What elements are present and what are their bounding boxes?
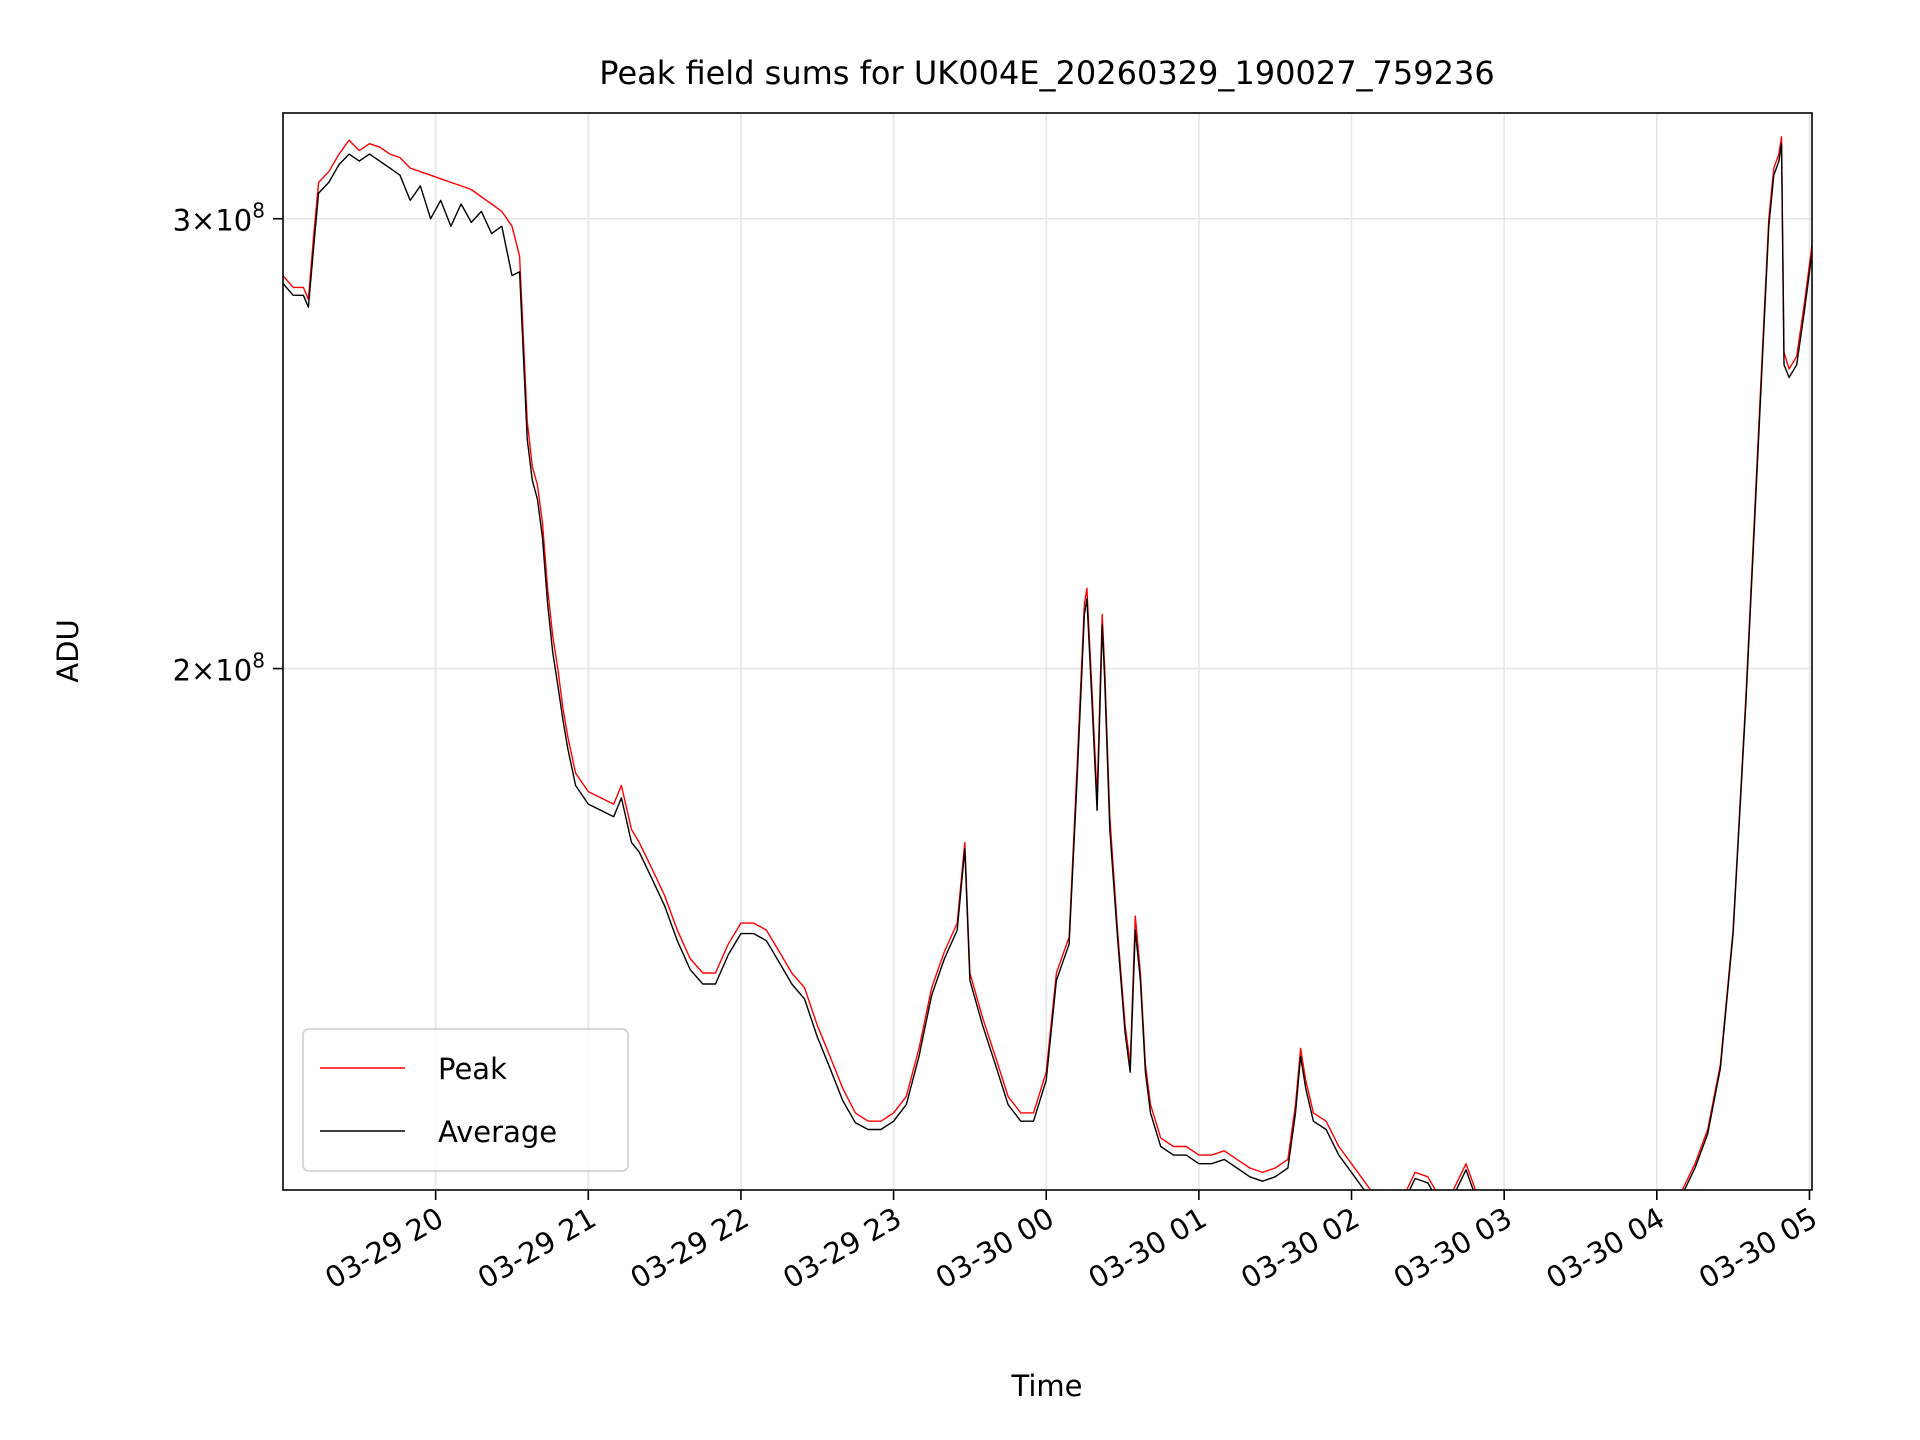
plot-frame xyxy=(282,112,1813,1191)
y-tick-label: 2×108 xyxy=(173,649,265,688)
y-tick-exponent: 8 xyxy=(252,199,265,223)
legend-label-peak: Peak xyxy=(438,1052,507,1086)
chart-title: Peak field sums for UK004E_20260329_1900… xyxy=(599,54,1494,92)
series-line-peak xyxy=(283,136,1812,1190)
y-axis-label: ADU xyxy=(51,619,85,682)
y-tick-mantissa: 3×10 xyxy=(173,204,253,238)
y-tick-mantissa: 2×10 xyxy=(173,654,253,688)
series-layer xyxy=(283,136,1812,1190)
x-axis-label: Time xyxy=(1011,1369,1083,1403)
y-tick-label: 3×108 xyxy=(173,199,265,238)
legend: Peak Average xyxy=(302,1028,629,1172)
grid xyxy=(283,113,1812,1190)
y-tick-exponent: 8 xyxy=(252,649,265,673)
series-line-average xyxy=(283,143,1812,1190)
legend-label-average: Average xyxy=(438,1115,557,1149)
legend-box xyxy=(302,1028,629,1172)
